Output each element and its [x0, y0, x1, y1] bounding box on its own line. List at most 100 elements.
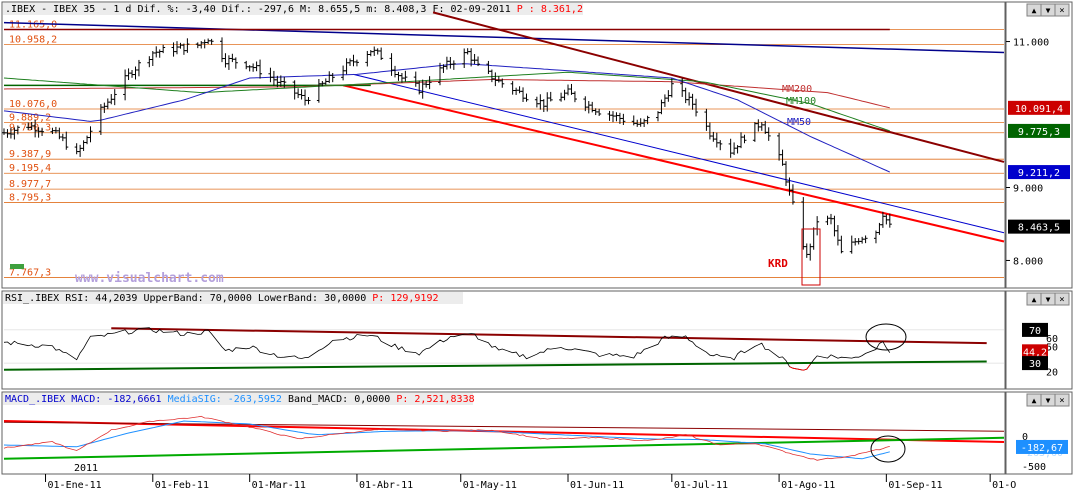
window-button[interactable] — [1054, 292, 1070, 306]
price-header-p: P : 8.361,2 — [517, 4, 583, 15]
macd-highlight-ellipse — [870, 435, 906, 463]
rsi-value-box — [1022, 356, 1048, 371]
rsi-header-bg — [3, 292, 463, 304]
rsi-value-label: 30 — [1029, 359, 1041, 370]
close-icon: × — [1059, 6, 1064, 16]
watermark: www.visualchart.com — [75, 271, 224, 286]
ma-label-mm200: MM200 — [782, 84, 812, 95]
ma-labels: MM200 MM100 MM50 — [782, 84, 816, 128]
date-label: 01-Feb-11 — [155, 480, 209, 491]
rsi-line — [3, 327, 891, 371]
macd-value-label: -182,67 — [1021, 443, 1063, 454]
macd-header-bg — [3, 393, 473, 405]
macd-signal-line — [3, 420, 890, 460]
value-box-label: 9.775,3 — [1018, 127, 1060, 138]
small-marker-icon — [10, 264, 24, 269]
window-button[interactable] — [1054, 3, 1070, 17]
scroll-down-icon: ▼ — [1046, 6, 1051, 15]
macd-header-band: Band_MACD: 0,0000 — [282, 394, 396, 405]
value-box — [1008, 123, 1070, 138]
ma-line-mm200 — [3, 79, 890, 109]
horizontal-levels: 11.165,0 10.958,2 10.076,0 9.889,29.750,3 9.… — [4, 20, 1004, 278]
window-buttons: ▲ ▼ × ▲ ▼ × ▲ ▼ × — [1026, 3, 1070, 407]
scroll-up-icon: ▲ — [1032, 396, 1037, 405]
price-header-bg — [3, 3, 583, 15]
macd-header-p: P: 2,521,8338 — [396, 394, 474, 405]
level-label: 9.750,3 — [9, 123, 51, 134]
rsi-tick-label: 60 — [1046, 334, 1058, 345]
level-label: 9.195,4 — [9, 163, 51, 174]
macd-tick-label: 0 — [1022, 432, 1028, 443]
macd-panel — [1, 391, 1006, 475]
rsi-trend-line — [3, 360, 987, 371]
value-box — [1008, 165, 1070, 180]
macd-trend-line — [3, 436, 1005, 460]
year-label: 2011 — [74, 463, 98, 474]
scroll-down-icon: ▼ — [1046, 295, 1051, 304]
close-icon: × — [1059, 295, 1064, 305]
date-axis: 01-Ene-11 01-Feb-11 01-Mar-11 01-Abr-11 01-M… — [45, 474, 1016, 491]
level-label: 8.795,3 — [9, 192, 51, 203]
macd-value-box — [1016, 439, 1068, 454]
close-icon: × — [1059, 396, 1064, 406]
rsi-tick-label: 50 — [1046, 343, 1058, 354]
krd-box — [801, 228, 821, 286]
macd-line — [3, 415, 890, 461]
ma-label-mm50: MM50 — [787, 117, 811, 128]
macd-series — [3, 415, 1005, 461]
date-label: 01-May-11 — [463, 480, 517, 491]
scroll-down-icon: ▼ — [1046, 396, 1051, 405]
scroll-up-icon: ▲ — [1032, 295, 1037, 304]
level-label: 10.958,2 — [9, 35, 57, 46]
svg-text:.IBEX - IBEX 35 - 1 d Dif. %:: .IBEX - IBEX 35 - 1 d Dif. %: -3,40 Dif.… — [5, 4, 583, 15]
level-label: 7.767,3 — [9, 267, 51, 278]
trend-lines — [3, 11, 1005, 243]
rsi-tick-label: 20 — [1046, 367, 1058, 378]
value-box-label: 8.463,5 — [1018, 223, 1060, 234]
date-label: 01-Sep-11 — [888, 480, 942, 491]
rsi-series — [3, 327, 1004, 371]
trend-line — [353, 73, 1005, 234]
rsi-value-label: 70 — [1029, 326, 1041, 337]
date-label: 01-Jun-11 — [570, 480, 624, 491]
macd-header-mediasig: MediaSIG: -263,5952 — [168, 394, 282, 405]
date-label: 01-Ene-11 — [48, 480, 102, 491]
date-label: 01-Jul-11 — [674, 480, 728, 491]
value-box — [1008, 100, 1070, 115]
rsi-value-label: 44,2 — [1023, 347, 1047, 358]
level-label: 10.076,0 — [9, 99, 57, 110]
macd-header-prefix: MACD_.IBEX MACD: -182,6661 — [5, 394, 168, 405]
value-box — [1008, 219, 1070, 234]
price-tick-label: 9.000 — [1013, 183, 1043, 194]
ma-label-mm100: MM100 — [786, 96, 816, 107]
window-button[interactable] — [1054, 393, 1070, 407]
level-label: 8.977,7 — [9, 179, 51, 190]
rsi-value-box — [1022, 344, 1048, 359]
date-label: 01-Abr-11 — [359, 480, 413, 491]
macd-axis-labels: 0 -500 -182,67-263,60 — [1016, 432, 1068, 473]
value-box-label: 9.211,2 — [1018, 168, 1060, 179]
price-tick-label: 8.000 — [1013, 256, 1043, 267]
trend-line — [432, 11, 1005, 163]
date-label: 01-Mar-11 — [252, 480, 306, 491]
rsi-header-text: RSI_.IBEX RSI: 44,2039 UpperBand: 70,000… — [5, 293, 372, 304]
macd-tick-label: -500 — [1022, 462, 1046, 473]
rsi-header-p: P: 129,9192 — [372, 293, 438, 304]
price-header-text: .IBEX - IBEX 35 - 1 d Dif. %: -3,40 Dif.… — [5, 4, 517, 15]
rsi-oversold-line — [789, 364, 811, 371]
macd-hidden-label: -263,60 — [1021, 448, 1063, 459]
svg-text:MACD_.IBEX MACD: -182,6661 Med: MACD_.IBEX MACD: -182,6661 MediaSIG: -26… — [5, 394, 475, 405]
price-axis — [1005, 1, 1073, 289]
rsi-highlight-ellipse — [865, 323, 907, 351]
trend-line — [342, 84, 1005, 243]
value-box-label: 10.091,4 — [1015, 104, 1063, 115]
scroll-up-icon: ▲ — [1032, 6, 1037, 15]
level-label: 9.387,9 — [9, 149, 51, 160]
svg-text:RSI_.IBEX RSI: 44,2039 UpperBa: RSI_.IBEX RSI: 44,2039 UpperBand: 70,000… — [5, 293, 439, 304]
rsi-value-box — [1022, 322, 1048, 337]
trend-line — [3, 21, 1005, 54]
rsi-trend-line — [111, 327, 987, 345]
price-axis-labels: 11.000 9.000 8.000 10.091,4 9.775,3 9.211,2 8.… — [1006, 38, 1070, 267]
krd-label: KRD — [768, 257, 788, 270]
